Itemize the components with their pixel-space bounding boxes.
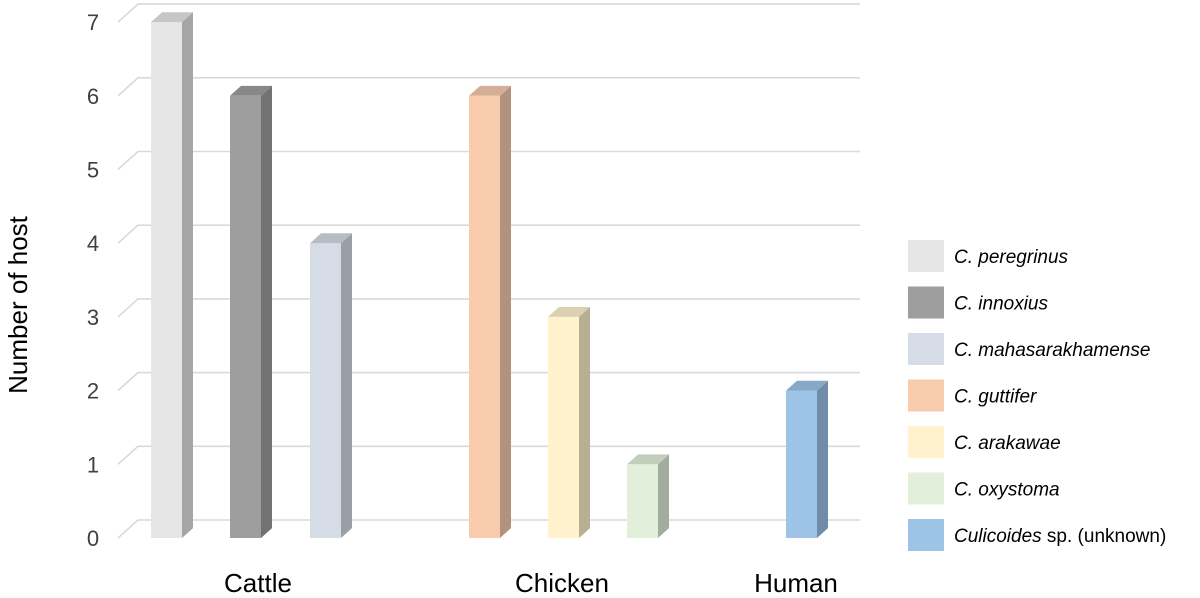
legend-label: C. guttifer (954, 387, 1037, 408)
bar (469, 85, 511, 539)
y-tick-label: 7 (87, 10, 99, 35)
y-axis-ticks: 0 1 2 3 4 5 6 7 (87, 10, 99, 551)
legend-swatch (908, 379, 944, 412)
grid (117, 3, 860, 539)
gridline (117, 3, 860, 23)
gridline (117, 224, 860, 244)
gridline (117, 371, 860, 392)
legend-label: C. arakawae (954, 433, 1061, 454)
legend-swatch (908, 472, 944, 505)
y-tick-label: 6 (87, 84, 99, 109)
bar (627, 454, 669, 538)
y-tick-label: 4 (87, 231, 99, 256)
legend-item: C. guttifer (908, 379, 1037, 412)
legend-item: C. oxystoma (908, 472, 1060, 505)
bar (310, 233, 352, 539)
legend-label: C. innoxius (954, 294, 1048, 315)
y-tick-label: 2 (87, 379, 99, 404)
bar (548, 307, 590, 538)
x-axis-categories: Cattle Chicken Human (224, 568, 838, 598)
gridline (117, 445, 860, 465)
legend-item: C. mahasarakhamense (908, 333, 1150, 365)
legend-label: Culicoides sp. (unknown) (954, 526, 1166, 547)
legend-label: C. peregrinus (954, 247, 1069, 268)
gridline (117, 519, 860, 539)
gridline (117, 298, 860, 318)
y-tick-label: 5 (87, 158, 99, 183)
legend-swatch (908, 426, 944, 458)
x-category-label: Human (754, 568, 838, 598)
bar (151, 12, 193, 539)
bars (151, 12, 828, 539)
y-axis-label: Number of host (3, 215, 33, 394)
legend-swatch (908, 240, 944, 272)
bar (230, 85, 272, 539)
legend-item: C. innoxius (908, 286, 1048, 319)
legend-swatch (908, 286, 944, 319)
gridline (117, 150, 860, 171)
legend-item: C. arakawae (908, 426, 1061, 458)
gridline (117, 77, 860, 97)
y-tick-label: 0 (87, 526, 99, 551)
legend-item: Culicoides sp. (unknown) (908, 519, 1166, 551)
legend-label: C. mahasarakhamense (954, 340, 1150, 361)
y-tick-label: 1 (87, 452, 99, 477)
x-category-label: Cattle (224, 568, 292, 598)
legend-label: C. oxystoma (954, 480, 1060, 501)
y-tick-label: 3 (87, 305, 99, 330)
legend: C. peregrinus C. innoxius C. mahasarakhame… (908, 240, 1166, 551)
legend-swatch (908, 519, 944, 551)
bar (786, 380, 828, 538)
legend-item: C. peregrinus (908, 240, 1069, 272)
x-category-label: Chicken (515, 568, 609, 598)
legend-swatch (908, 333, 944, 365)
